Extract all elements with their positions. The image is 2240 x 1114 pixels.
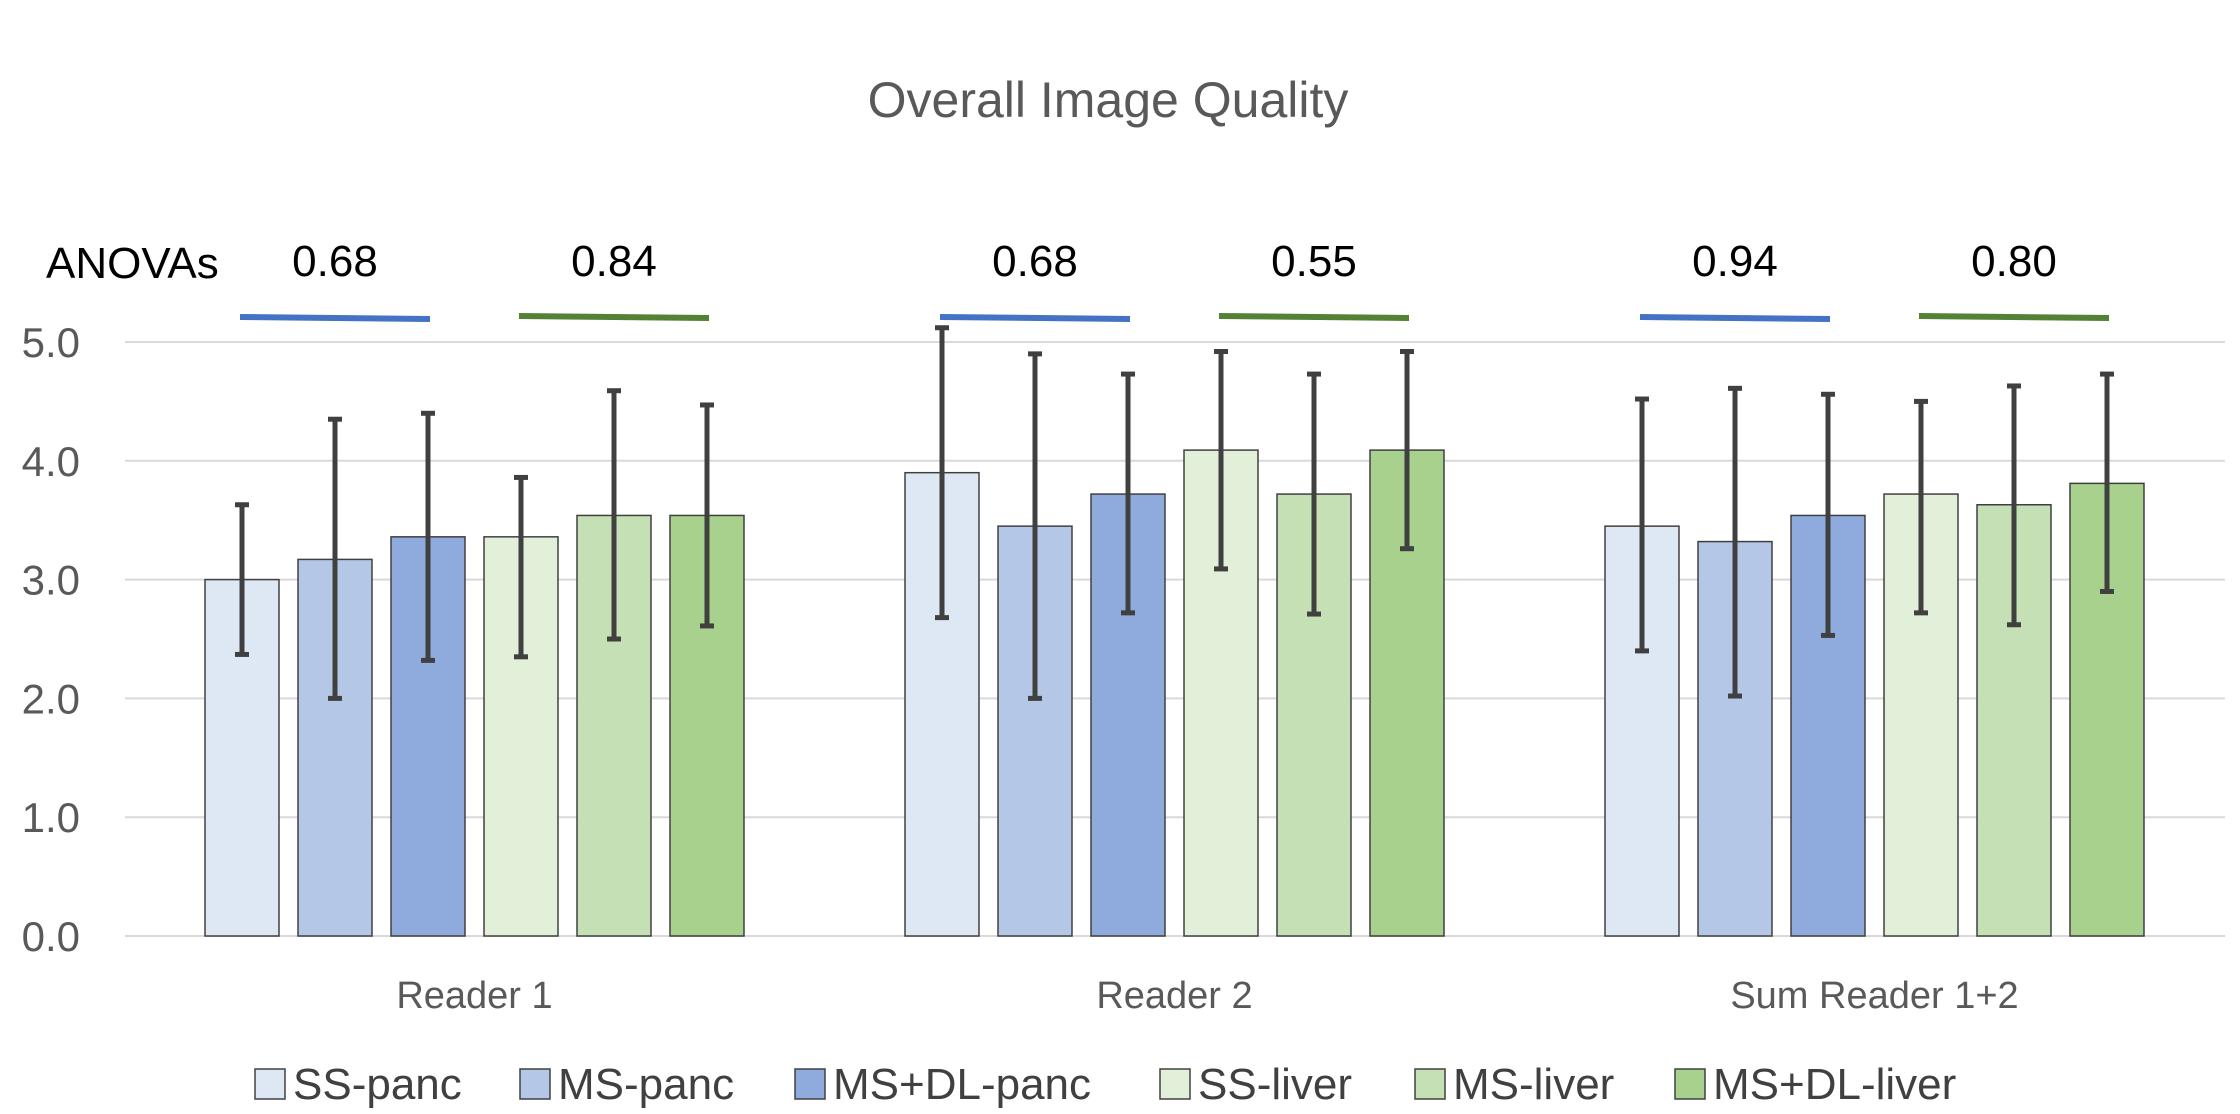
error-bars <box>235 325 2114 701</box>
y-tick-label: 2.0 <box>22 675 80 722</box>
category-label: Reader 1 <box>396 975 552 1017</box>
anova-line-liver <box>1918 313 2110 321</box>
y-tick-label: 1.0 <box>22 794 80 841</box>
legend-swatch <box>519 1068 551 1100</box>
category-labels: Reader 1 Reader 2 Sum Reader 1+2 <box>396 975 2018 1017</box>
y-tick-label: 3.0 <box>22 557 80 604</box>
anova-value-panc: 0.94 <box>1692 237 1778 286</box>
category-label: Reader 2 <box>1096 975 1252 1017</box>
anova-label: ANOVAs <box>46 239 219 288</box>
legend-swatch <box>1674 1068 1706 1100</box>
legend-label: MS+DL-panc <box>833 1060 1091 1109</box>
legend-label: SS-liver <box>1198 1060 1352 1109</box>
anova-value-liver: 0.84 <box>571 237 657 286</box>
anova-annotations: ANOVAs 0.68 0.84 0.68 0.55 0.94 0.80 <box>46 237 2110 322</box>
legend-swatch <box>794 1068 826 1100</box>
y-axis-ticks: 0.0 1.0 2.0 3.0 4.0 5.0 <box>22 319 80 960</box>
legend-label: MS-liver <box>1453 1060 1614 1109</box>
y-tick-label: 4.0 <box>22 438 80 485</box>
anova-value-liver: 0.80 <box>1971 237 2057 286</box>
y-tick-label: 5.0 <box>22 319 80 366</box>
anova-line-panc <box>1639 314 1831 322</box>
legend-swatch <box>254 1068 286 1100</box>
legend-label: SS-panc <box>293 1060 462 1109</box>
anova-value-liver: 0.55 <box>1271 237 1357 286</box>
gridlines <box>125 341 2225 937</box>
anova-line-liver <box>1218 313 1410 321</box>
chart-title: Overall Image Quality <box>868 72 1349 128</box>
anova-line-panc <box>239 314 431 322</box>
legend-swatch <box>1159 1068 1191 1100</box>
category-label: Sum Reader 1+2 <box>1730 975 2018 1017</box>
anova-line-liver <box>518 313 710 321</box>
anova-line-panc <box>939 314 1131 322</box>
anova-value-panc: 0.68 <box>992 237 1078 286</box>
legend: SS-panc MS-panc MS+DL-panc SS-liver MS-liver… <box>254 1060 1956 1109</box>
legend-label: MS+DL-liver <box>1713 1060 1956 1109</box>
bars <box>204 449 2145 937</box>
legend-label: MS-panc <box>558 1060 734 1109</box>
anova-value-panc: 0.68 <box>292 237 378 286</box>
y-tick-label: 0.0 <box>22 913 80 960</box>
legend-swatch <box>1414 1068 1446 1100</box>
